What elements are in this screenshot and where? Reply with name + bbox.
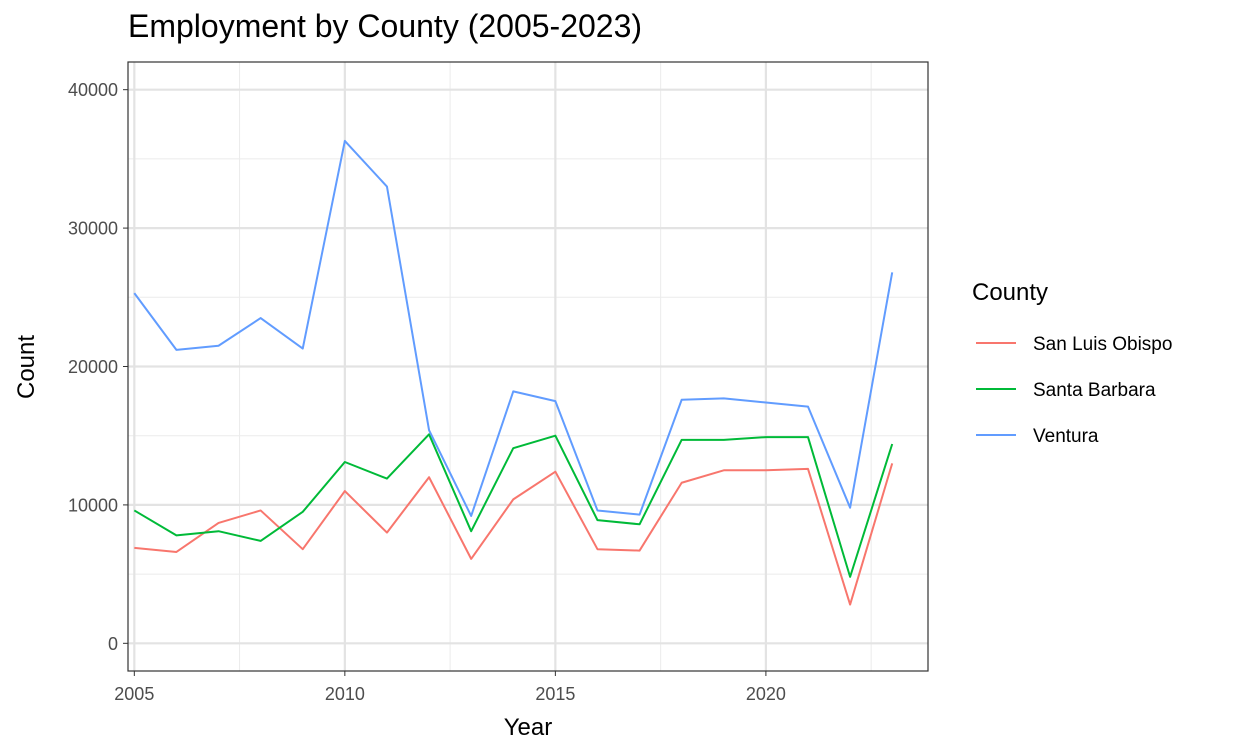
series-line-san-luis-obispo <box>134 463 894 606</box>
x-axis-title: Year <box>504 714 553 741</box>
legend-label-san-luis-obispo: San Luis Obispo <box>1033 334 1172 355</box>
series-lines <box>133 139 894 606</box>
series-line-santa-barbara <box>133 433 894 578</box>
x-tick-label: 2005 <box>114 684 154 704</box>
y-tick-label: 40000 <box>68 80 118 100</box>
y-tick-label: 0 <box>108 634 118 654</box>
legend-title: County <box>972 279 1048 306</box>
series-line-ventura <box>133 139 894 517</box>
grid-lines <box>128 62 928 671</box>
x-tick-label: 2020 <box>746 684 786 704</box>
legend-label-ventura: Ventura <box>1033 426 1099 447</box>
chart-title: Employment by County (2005-2023) <box>128 8 643 44</box>
y-tick-label: 10000 <box>68 495 118 515</box>
y-tick-label: 30000 <box>68 219 118 239</box>
legend-label-santa-barbara: Santa Barbara <box>1033 380 1156 401</box>
axes: 2005 2010 2015 2020 0 10000 20000 30000 40000 <box>68 80 786 704</box>
x-tick-label: 2010 <box>325 684 365 704</box>
y-axis-title: Count <box>13 335 40 399</box>
y-tick-label: 20000 <box>68 357 118 377</box>
legend: County San Luis Obispo Santa Barbara Ventu… <box>972 279 1172 447</box>
x-tick-label: 2015 <box>535 684 575 704</box>
